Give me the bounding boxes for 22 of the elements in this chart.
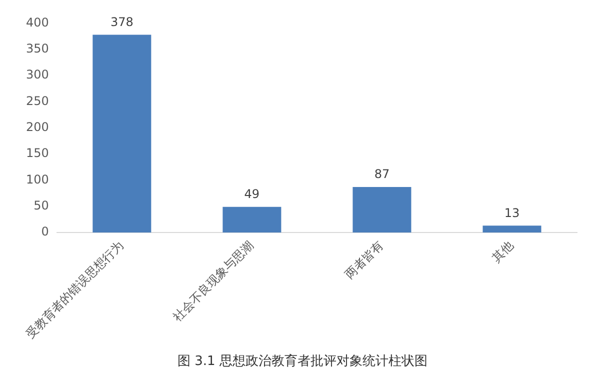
data-label: 49	[244, 186, 260, 201]
y-tick-label: 250	[26, 94, 49, 108]
y-tick-label: 0	[41, 224, 49, 239]
x-tick-label: 受教育者的错误思想行为	[23, 238, 126, 342]
bar	[352, 186, 412, 232]
data-label: 378	[110, 14, 134, 29]
y-tick-label: 300	[26, 68, 49, 82]
data-label: 87	[374, 167, 390, 182]
y-tick-label: 100	[26, 172, 49, 186]
y-tick-label: 400	[26, 15, 49, 30]
bar	[482, 226, 542, 232]
bar	[92, 34, 152, 232]
x-tick-label: 社会不良现象与思潮	[170, 238, 256, 324]
caption: 图 3.1 思想政治教育者批评对象统计柱状图	[176, 352, 428, 370]
bar	[222, 206, 282, 232]
x-tick-label: 其他	[489, 238, 516, 265]
y-tick-label: 200	[26, 120, 49, 134]
x-tick-label: 两者皆有	[342, 238, 386, 282]
y-tick-label: 350	[26, 41, 49, 56]
y-tick-label: 150	[26, 146, 49, 160]
data-label: 13	[504, 206, 520, 220]
y-tick-label: 50	[34, 198, 49, 212]
